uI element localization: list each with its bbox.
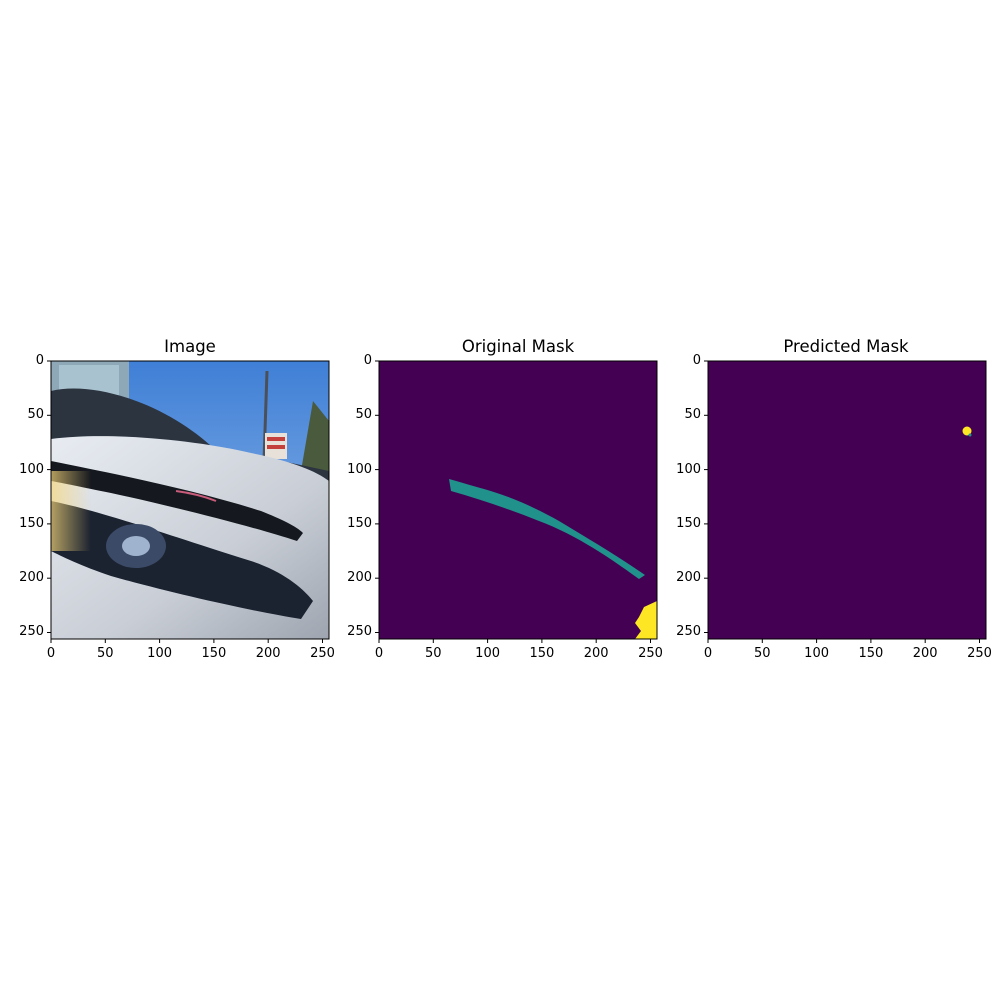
- photo-tree: [301, 401, 329, 471]
- mask-background: [379, 361, 657, 639]
- x-tick-label: 250: [967, 646, 992, 661]
- y-tick-label: 200: [347, 570, 372, 586]
- y-tick-label: 200: [19, 570, 44, 586]
- mask-region-class-2: [635, 601, 657, 639]
- x-tick-label: 50: [97, 646, 114, 661]
- x-tick-label: 100: [804, 646, 829, 661]
- y-tick-label: 100: [676, 461, 701, 477]
- y-tick-label: 150: [676, 515, 701, 531]
- x-tick-label: 0: [374, 646, 384, 661]
- pred-region-class-2: [962, 426, 972, 436]
- x-tick-label: 0: [46, 646, 56, 661]
- image-panel: [51, 361, 329, 639]
- x-tick-label: 200: [255, 646, 281, 661]
- y-tick-label: 0: [363, 353, 372, 368]
- x-tick-label: 150: [201, 646, 227, 661]
- pred-background: [708, 361, 986, 639]
- panel-title-original-mask: Original Mask: [461, 337, 575, 356]
- y-tick-label: 0: [35, 353, 44, 368]
- y-tick-label: 50: [27, 407, 44, 423]
- y-tick-label: 250: [676, 624, 701, 640]
- y-tick-label: 0: [692, 353, 701, 368]
- x-tick-label: 150: [858, 646, 884, 661]
- photo-pole: [262, 370, 269, 462]
- x-tick-label: 200: [583, 646, 609, 661]
- y-tick-label: 100: [347, 461, 372, 477]
- x-tick-label: 0: [703, 646, 713, 661]
- panel-title-predicted-mask: Predicted Mask: [783, 337, 909, 356]
- x-tick-label: 250: [310, 646, 335, 661]
- axes-frame: [378, 360, 658, 640]
- x-tick-label: 100: [475, 646, 500, 661]
- x-tick-label: 50: [754, 646, 771, 661]
- y-tick-label: 50: [684, 407, 701, 423]
- y-tick-label: 50: [355, 407, 372, 423]
- y-tick-label: 150: [347, 515, 372, 531]
- original-mask-panel: [379, 361, 657, 639]
- photo-dark-strip: [51, 461, 303, 541]
- x-tick-label: 250: [638, 646, 663, 661]
- x-tick-label: 150: [529, 646, 555, 661]
- y-tick-label: 100: [19, 461, 44, 477]
- predicted-mask-panel: [708, 361, 986, 639]
- y-tick-label: 200: [676, 570, 701, 586]
- y-tick-label: 250: [347, 624, 372, 640]
- x-tick-label: 200: [912, 646, 938, 661]
- x-tick-label: 100: [147, 646, 172, 661]
- y-tick-label: 250: [19, 624, 44, 640]
- axes-frame: [50, 360, 330, 640]
- panel-title-image: Image: [164, 337, 216, 356]
- axes-frame: [707, 360, 987, 640]
- x-tick-label: 50: [425, 646, 442, 661]
- mask-region-class-1: [449, 479, 645, 579]
- y-tick-label: 150: [19, 515, 44, 531]
